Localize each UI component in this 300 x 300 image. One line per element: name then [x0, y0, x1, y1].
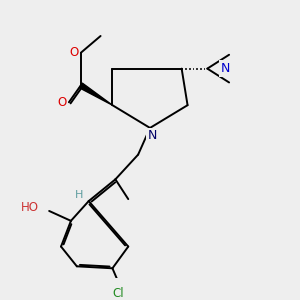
Text: N: N: [220, 62, 230, 75]
Text: O: O: [69, 46, 79, 59]
Text: N: N: [147, 129, 157, 142]
Text: H: H: [75, 190, 83, 200]
Text: O: O: [57, 96, 67, 109]
Text: Cl: Cl: [112, 287, 124, 300]
Polygon shape: [79, 83, 112, 105]
Text: HO: HO: [21, 200, 39, 214]
